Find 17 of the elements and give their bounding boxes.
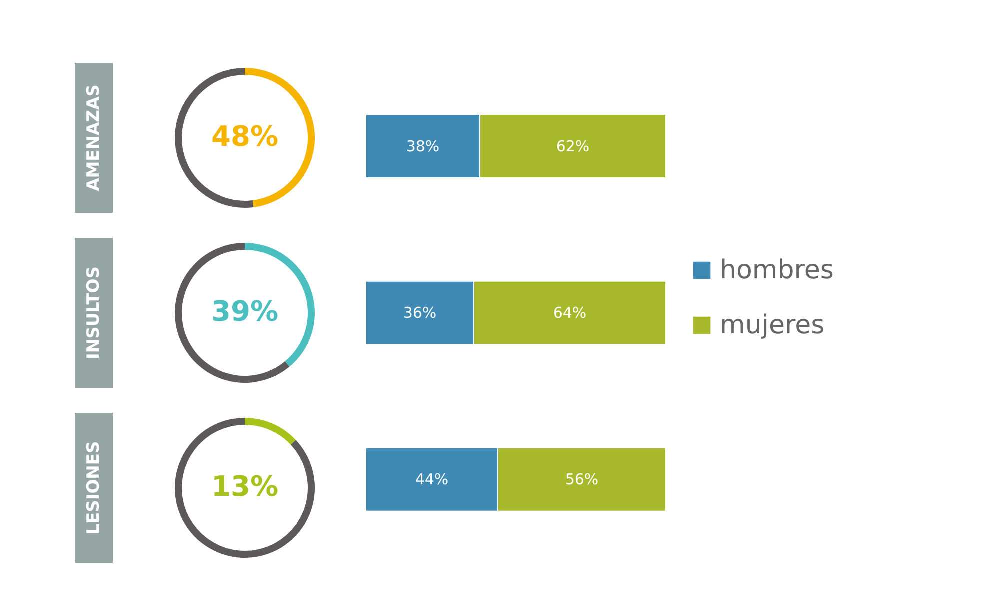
donut-slice — [175, 243, 290, 383]
data-label: 38% — [406, 137, 440, 156]
data-label: 44% — [415, 470, 449, 489]
text: AMENAZAS — [84, 84, 104, 192]
data-label: 36% — [403, 304, 437, 322]
legend-label: hombres — [720, 256, 834, 286]
data-label: 39% — [211, 295, 279, 328]
data-label: 62% — [556, 137, 590, 156]
data-label: 13% — [211, 470, 279, 503]
data-label: 64% — [553, 304, 587, 322]
legend-label: mujeres — [720, 310, 825, 340]
text: LESIONES — [84, 441, 104, 535]
data-label: 48% — [211, 120, 279, 153]
donut-slice — [175, 418, 315, 558]
data-label: 56% — [565, 470, 599, 489]
donut-slice — [245, 418, 296, 445]
text: INSULTOS — [84, 266, 104, 360]
